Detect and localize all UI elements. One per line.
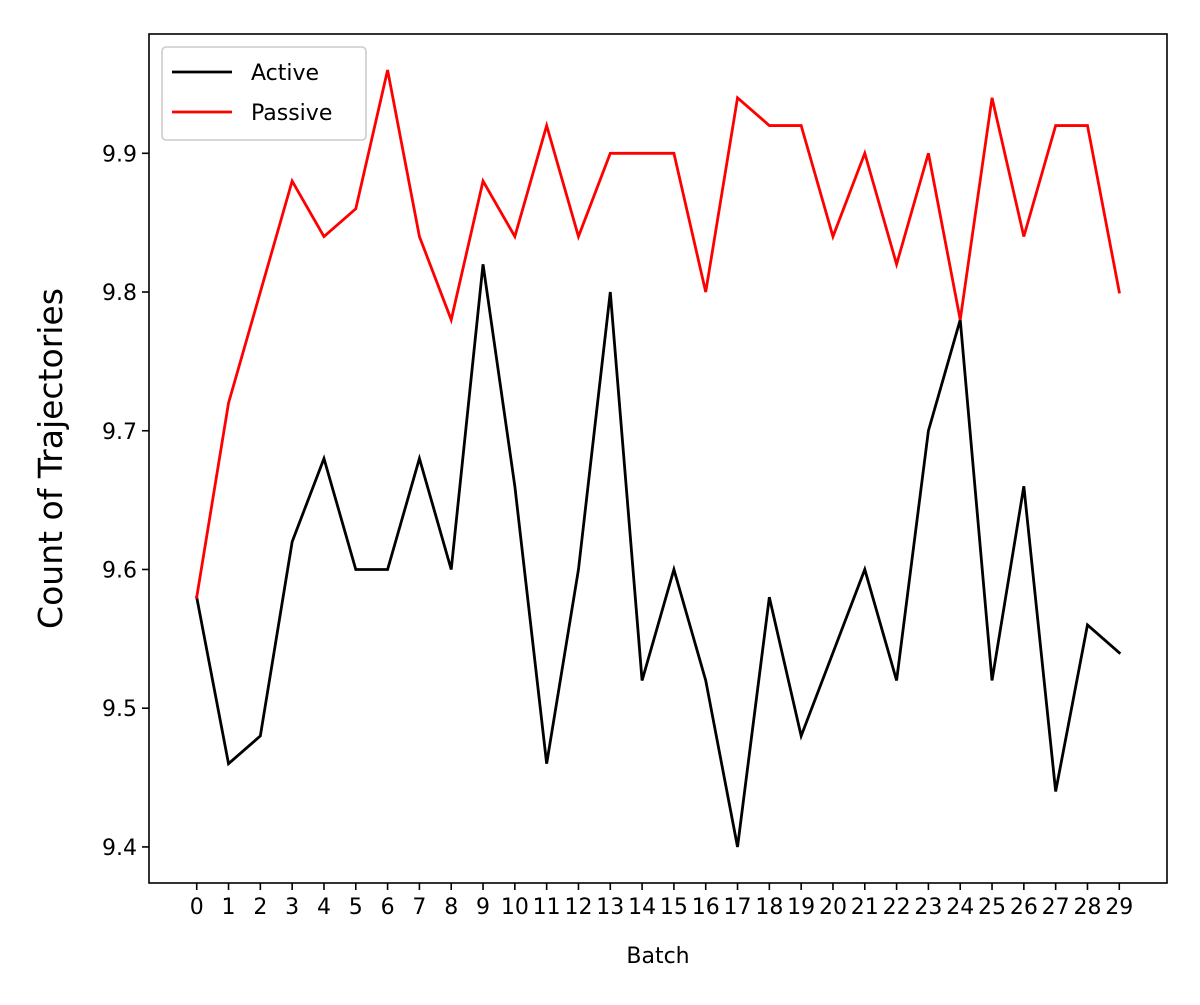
x-tick-label: 2 (253, 895, 267, 920)
x-tick-label: 16 (692, 895, 720, 920)
x-tick-label: 17 (724, 895, 752, 920)
x-tick-label: 25 (978, 895, 1006, 920)
x-tick-label: 29 (1105, 895, 1133, 920)
x-tick-label: 20 (819, 895, 847, 920)
x-tick-label: 0 (190, 895, 204, 920)
x-tick-label: 3 (285, 895, 299, 920)
y-tick-label: 9.4 (102, 836, 137, 861)
x-tick-label: 24 (946, 895, 974, 920)
x-tick-label: 18 (755, 895, 783, 920)
x-axis-label: Batch (626, 944, 689, 969)
y-tick-label: 9.7 (102, 420, 137, 445)
y-tick-label: 9.6 (102, 558, 137, 583)
legend-label-passive: Passive (251, 101, 332, 126)
x-tick-label: 5 (349, 895, 363, 920)
x-tick-label: 10 (501, 895, 529, 920)
x-tick-label: 12 (564, 895, 592, 920)
legend-label-active: Active (251, 61, 319, 86)
x-tick-label: 28 (1073, 895, 1101, 920)
x-tick-label: 9 (476, 895, 490, 920)
x-tick-label: 22 (883, 895, 911, 920)
y-tick-label: 9.8 (102, 281, 137, 306)
x-tick-label: 8 (444, 895, 458, 920)
x-tick-label: 13 (596, 895, 624, 920)
x-tick-label: 27 (1042, 895, 1070, 920)
y-tick-label: 9.5 (102, 697, 137, 722)
y-tick-label: 9.9 (102, 142, 137, 167)
x-tick-label: 1 (222, 895, 236, 920)
x-tick-label: 4 (317, 895, 331, 920)
y-axis-label: Count of Trajectories (31, 288, 70, 629)
x-tick-label: 21 (851, 895, 879, 920)
x-tick-label: 26 (1010, 895, 1038, 920)
x-tick-label: 11 (533, 895, 561, 920)
x-tick-label: 6 (381, 895, 395, 920)
x-tick-label: 14 (628, 895, 656, 920)
x-tick-label: 23 (914, 895, 942, 920)
x-tick-label: 15 (660, 895, 688, 920)
x-tick-label: 7 (412, 895, 426, 920)
x-tick-label: 19 (787, 895, 815, 920)
legend: Active Passive (162, 47, 366, 140)
